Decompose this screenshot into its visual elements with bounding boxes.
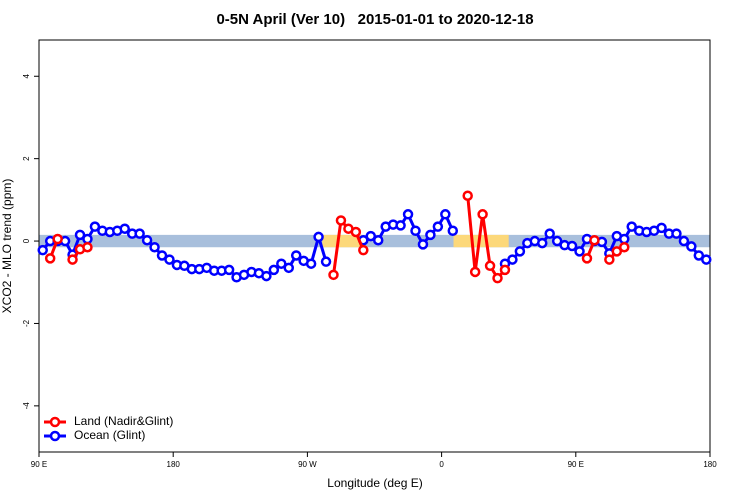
point xyxy=(134,228,145,239)
point xyxy=(82,233,93,245)
point xyxy=(89,221,101,232)
point xyxy=(410,225,421,237)
point xyxy=(484,260,496,272)
point xyxy=(626,221,637,232)
point xyxy=(611,246,623,257)
land-band xyxy=(322,234,363,248)
point xyxy=(320,256,332,267)
point xyxy=(462,190,473,201)
y-tick-label: -4 xyxy=(22,402,31,410)
point xyxy=(701,254,712,265)
point xyxy=(551,235,563,247)
point xyxy=(149,241,160,253)
point xyxy=(447,225,459,237)
point xyxy=(268,264,280,276)
point xyxy=(604,254,615,265)
point xyxy=(499,264,511,276)
legend-label: Ocean (Glint) xyxy=(74,428,145,442)
point xyxy=(305,258,317,269)
y-tick-label: -2 xyxy=(22,319,31,327)
point xyxy=(74,229,86,241)
point xyxy=(283,262,295,274)
point xyxy=(544,228,555,239)
x-tick-label: 180 xyxy=(703,460,717,469)
point xyxy=(37,244,48,256)
x-tick-label: 90 W xyxy=(298,460,317,469)
point xyxy=(402,209,414,220)
point xyxy=(432,221,444,232)
point xyxy=(678,235,690,247)
point xyxy=(417,239,429,250)
x-tick-label: 180 xyxy=(167,460,181,469)
point xyxy=(44,253,56,264)
point xyxy=(82,241,93,253)
point xyxy=(164,254,175,265)
y-tick-label: 0 xyxy=(22,238,31,243)
point xyxy=(514,246,526,257)
legend-marker xyxy=(49,416,61,428)
point xyxy=(469,266,481,278)
point xyxy=(581,253,593,264)
y-axis-label: XCO2 - MLO trend (ppm) xyxy=(0,179,14,314)
point xyxy=(656,222,667,234)
point xyxy=(350,226,362,238)
x-tick-label: 90 E xyxy=(568,460,584,469)
point xyxy=(537,237,548,249)
x-axis-label: Longitude (deg E) xyxy=(327,476,422,490)
legend-label: Land (Nadir&Glint) xyxy=(74,414,173,428)
legend-marker xyxy=(49,430,61,442)
point xyxy=(119,223,130,234)
point xyxy=(52,233,63,245)
point xyxy=(440,209,451,220)
point xyxy=(223,264,235,276)
point xyxy=(671,228,682,239)
point xyxy=(335,215,347,226)
chart-title: 0-5N April (Ver 10) 2015-01-01 to 2020-1… xyxy=(216,11,533,28)
point xyxy=(589,234,600,246)
point xyxy=(141,234,153,246)
point xyxy=(313,231,324,243)
point xyxy=(574,246,585,257)
point xyxy=(156,250,168,261)
point xyxy=(395,220,406,231)
point xyxy=(507,254,518,265)
point xyxy=(261,270,272,282)
point xyxy=(365,230,377,242)
point xyxy=(425,229,436,241)
point xyxy=(372,234,384,246)
point xyxy=(290,250,302,261)
land-band xyxy=(453,234,509,248)
y-tick-label: 2 xyxy=(22,156,31,161)
point xyxy=(693,250,705,261)
point xyxy=(328,269,339,281)
y-tick-label: 4 xyxy=(22,73,31,78)
x-tick-label: 90 E xyxy=(31,460,47,469)
point xyxy=(619,241,630,253)
plot-frame xyxy=(38,39,711,453)
point xyxy=(566,240,578,252)
point xyxy=(67,254,78,265)
point xyxy=(276,258,287,269)
point xyxy=(477,209,488,220)
point xyxy=(686,241,697,252)
x-tick-label: 0 xyxy=(439,460,444,469)
point xyxy=(358,244,369,256)
point xyxy=(619,233,630,245)
point xyxy=(492,272,503,284)
